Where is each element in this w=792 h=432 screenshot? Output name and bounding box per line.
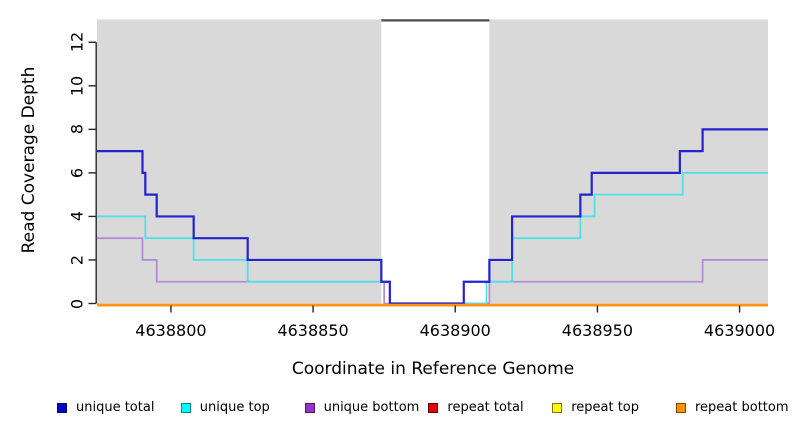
- y-tick-label: 2: [67, 254, 87, 266]
- legend-label: repeat bottom: [695, 400, 789, 415]
- masked-region: [381, 21, 490, 306]
- series-unique-bottom: [97, 237, 768, 305]
- legend-swatch-icon: [57, 403, 67, 413]
- legend-item-unique-top: unique top: [180, 400, 270, 416]
- legend-label: unique bottom: [323, 400, 420, 415]
- y-tick-label: 6: [67, 167, 87, 178]
- y-tick-label: 0: [67, 298, 87, 309]
- legend-label: unique top: [199, 400, 270, 415]
- legend-label: repeat top: [571, 400, 639, 415]
- x-tick-label: 4638800: [135, 321, 207, 340]
- legend-swatch-icon: [552, 403, 563, 413]
- legend-swatch-icon: [180, 403, 191, 413]
- legend-swatch-icon: [304, 403, 315, 413]
- y-tick-label: 4: [67, 211, 87, 222]
- legend-swatch-icon: [428, 403, 439, 413]
- legend-item-repeat-bottom: repeat bottom: [676, 400, 789, 416]
- legend-swatch-icon: [676, 403, 686, 413]
- legend-label: repeat total: [447, 400, 524, 415]
- x-tick-label: 4639000: [703, 321, 776, 340]
- legend-item-repeat-total: repeat total: [428, 400, 524, 416]
- x-tick-label: 4638850: [277, 321, 349, 340]
- legend-item-unique-total: unique total: [57, 400, 154, 416]
- legend: unique total unique top unique bottom repea…: [0, 400, 792, 420]
- y-axis-label: Read Coverage Depth: [19, 66, 39, 254]
- y-tick-label: 10: [67, 75, 87, 96]
- legend-item-repeat-top: repeat top: [552, 400, 639, 416]
- series-unique-top: [97, 171, 768, 305]
- x-axis-label: Coordinate in Reference Genome: [291, 359, 575, 379]
- y-tick-label: 12: [67, 32, 87, 53]
- x-tick-label: 4638950: [561, 321, 634, 340]
- legend-label: unique total: [76, 400, 155, 415]
- y-tick-label: 8: [67, 124, 87, 135]
- series-unique-total: [97, 128, 768, 305]
- legend-item-unique-bottom: unique bottom: [304, 400, 420, 416]
- x-tick-label: 4638900: [419, 321, 491, 340]
